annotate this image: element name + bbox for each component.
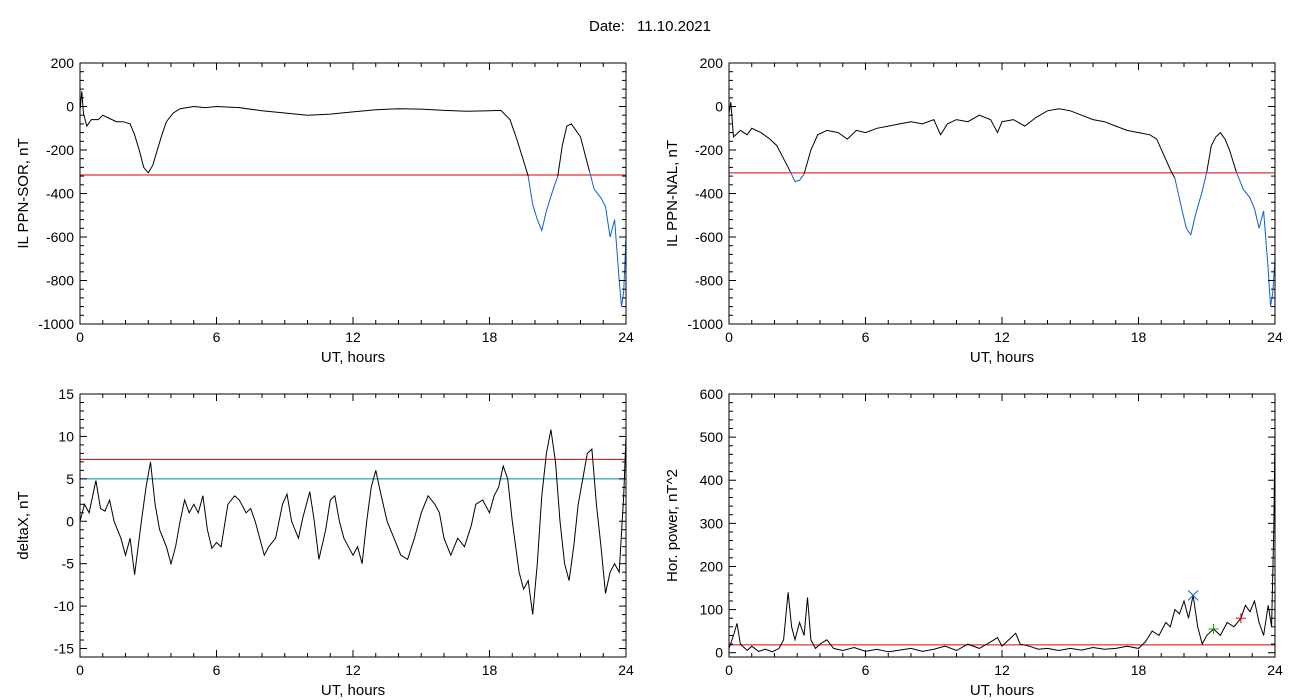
series-line xyxy=(79,429,627,615)
y-tick-label: 0 xyxy=(715,645,723,661)
y-tick-label: 600 xyxy=(700,386,724,402)
x-tick-label: 6 xyxy=(213,329,221,345)
y-tick-label: -800 xyxy=(695,273,723,289)
y-tick-label: -10 xyxy=(54,598,74,614)
y-tick-label: -1000 xyxy=(687,316,723,332)
y-tick-label: 200 xyxy=(700,55,724,71)
y-tick-label: -600 xyxy=(695,229,723,245)
series-line xyxy=(1174,171,1208,237)
plot-frame xyxy=(728,393,1276,658)
y-tick-label: -600 xyxy=(46,229,74,245)
series-line xyxy=(728,428,1276,653)
x-tick-label: 18 xyxy=(1131,329,1147,345)
y-tick-label: 200 xyxy=(51,55,75,71)
x-tick-label: 12 xyxy=(345,662,361,678)
y-tick-label: -400 xyxy=(695,186,723,202)
series-line xyxy=(728,102,791,173)
series-line xyxy=(803,108,1176,179)
x-tick-label: 0 xyxy=(76,662,84,678)
series-line xyxy=(1235,171,1276,307)
x-tick-label: 0 xyxy=(725,329,733,345)
series-line xyxy=(527,175,559,233)
series-line xyxy=(589,171,627,307)
y-axis-label: IL PPN-NAL, nT xyxy=(664,140,681,247)
series-line xyxy=(557,123,591,177)
x-axis-label: UT, hours xyxy=(970,682,1034,699)
x-axis-label: UT, hours xyxy=(321,349,385,366)
data-marker xyxy=(1187,589,1199,601)
x-tick-label: 18 xyxy=(482,662,498,678)
x-tick-label: 0 xyxy=(76,329,84,345)
series-line xyxy=(1206,131,1237,172)
y-tick-label: -15 xyxy=(54,641,74,657)
y-tick-label: 0 xyxy=(66,99,74,115)
x-tick-label: 6 xyxy=(213,662,221,678)
y-tick-label: 15 xyxy=(58,386,74,402)
plot-frame xyxy=(728,62,1276,325)
x-tick-label: 12 xyxy=(345,329,361,345)
x-tick-label: 18 xyxy=(482,329,498,345)
x-tick-label: 6 xyxy=(862,329,870,345)
x-tick-label: 24 xyxy=(1267,662,1283,678)
y-axis-label: IL PPN-SOR, nT xyxy=(15,138,32,248)
y-tick-label: -5 xyxy=(62,556,75,572)
y-axis-label: Hor. power, nT^2 xyxy=(664,469,681,582)
x-tick-label: 18 xyxy=(1131,662,1147,678)
plot-frame xyxy=(79,62,627,325)
x-tick-label: 12 xyxy=(994,329,1010,345)
y-tick-label: -200 xyxy=(46,142,74,158)
y-tick-label: -800 xyxy=(46,273,74,289)
panel-deltax: 0 6 12 18 24 15 10 5 0 -5 -10 -15 UT, hours deltaX, n… xyxy=(15,386,634,699)
y-tick-label: 300 xyxy=(700,515,724,531)
x-tick-label: 24 xyxy=(618,662,634,678)
x-tick-label: 6 xyxy=(862,662,870,678)
chart-header: Date: 11.10.2021 xyxy=(0,18,1300,35)
x-tick-label: 24 xyxy=(1267,329,1283,345)
x-tick-label: 0 xyxy=(725,662,733,678)
y-tick-label: 10 xyxy=(58,428,74,444)
x-tick-label: 12 xyxy=(994,662,1010,678)
y-tick-label: 400 xyxy=(700,472,724,488)
y-tick-label: 0 xyxy=(66,513,74,529)
x-tick-label: 24 xyxy=(618,329,634,345)
y-tick-label: 100 xyxy=(700,602,724,618)
panel-hor-power: 0 6 12 18 24 600 500 400 300 200 100 0 UT, hours Hor.… xyxy=(664,386,1283,699)
plot-frame xyxy=(79,393,627,658)
y-axis-label: deltaX, nT xyxy=(15,491,32,559)
x-axis-label: UT, hours xyxy=(321,682,385,699)
panel-ppn-nal: 0 6 12 18 24 200 0 -200 -400 -600 -800 -1000 UT, hou… xyxy=(664,55,1283,366)
date-label: Date: xyxy=(589,18,625,35)
y-tick-label: 500 xyxy=(700,429,724,445)
date-value: 11.10.2021 xyxy=(637,18,711,35)
y-tick-label: 200 xyxy=(700,558,724,574)
y-tick-label: 0 xyxy=(715,99,723,115)
y-tick-label: -1000 xyxy=(38,316,74,332)
data-marker xyxy=(1235,613,1246,624)
y-tick-label: -200 xyxy=(695,142,723,158)
data-marker xyxy=(1208,623,1219,634)
series-line xyxy=(79,91,529,177)
panel-ppn-sor: 0 6 12 18 24 200 0 -200 -400 -600 -800 -1000 UT, hou… xyxy=(15,55,634,366)
series-line xyxy=(789,171,805,183)
x-axis-label: UT, hours xyxy=(970,349,1034,366)
y-tick-label: -400 xyxy=(46,186,74,202)
y-tick-label: 5 xyxy=(66,471,74,487)
